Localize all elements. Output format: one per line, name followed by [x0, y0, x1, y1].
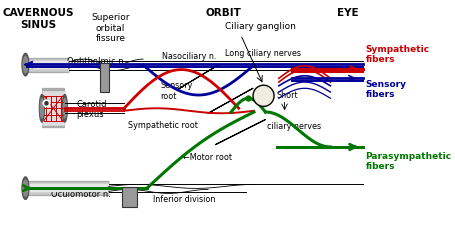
Text: Carotid: Carotid [76, 100, 107, 108]
Ellipse shape [45, 102, 48, 106]
Text: Ciliary ganglion: Ciliary ganglion [225, 22, 296, 31]
Ellipse shape [23, 180, 28, 196]
Text: Sensory
root: Sensory root [160, 81, 193, 100]
Ellipse shape [23, 57, 28, 74]
Text: Oculomotor n.: Oculomotor n. [51, 189, 111, 198]
Text: Parasympathetic
fibers: Parasympathetic fibers [365, 152, 452, 171]
Ellipse shape [40, 95, 45, 122]
Text: Sympathetic
fibers: Sympathetic fibers [365, 44, 430, 64]
Text: plexus: plexus [76, 109, 104, 118]
Text: Ophthalmic n.: Ophthalmic n. [67, 57, 126, 66]
Text: Nasociliary n.: Nasociliary n. [162, 52, 217, 61]
Ellipse shape [62, 95, 67, 122]
Text: Sympathetic root: Sympathetic root [128, 120, 198, 130]
Text: CAVERNOUS
SINUS: CAVERNOUS SINUS [2, 8, 74, 30]
Text: EYE: EYE [337, 8, 359, 18]
Text: ORBIT: ORBIT [206, 8, 241, 18]
Text: Inferior division: Inferior division [153, 194, 215, 203]
Text: ←Motor root: ←Motor root [183, 153, 233, 162]
Ellipse shape [253, 86, 274, 107]
Text: Superior
orbital
fissure: Superior orbital fissure [91, 13, 130, 43]
Ellipse shape [40, 99, 43, 118]
Ellipse shape [43, 101, 50, 107]
Text: Long ciliary nerves: Long ciliary nerves [225, 48, 301, 58]
Ellipse shape [63, 99, 66, 118]
Ellipse shape [22, 54, 29, 76]
FancyBboxPatch shape [122, 187, 136, 208]
Text: ciliary nerves: ciliary nerves [268, 122, 322, 131]
Text: Short: Short [277, 91, 298, 100]
Ellipse shape [22, 177, 29, 200]
Text: Sensory
fibers: Sensory fibers [365, 79, 407, 98]
FancyBboxPatch shape [101, 64, 109, 93]
